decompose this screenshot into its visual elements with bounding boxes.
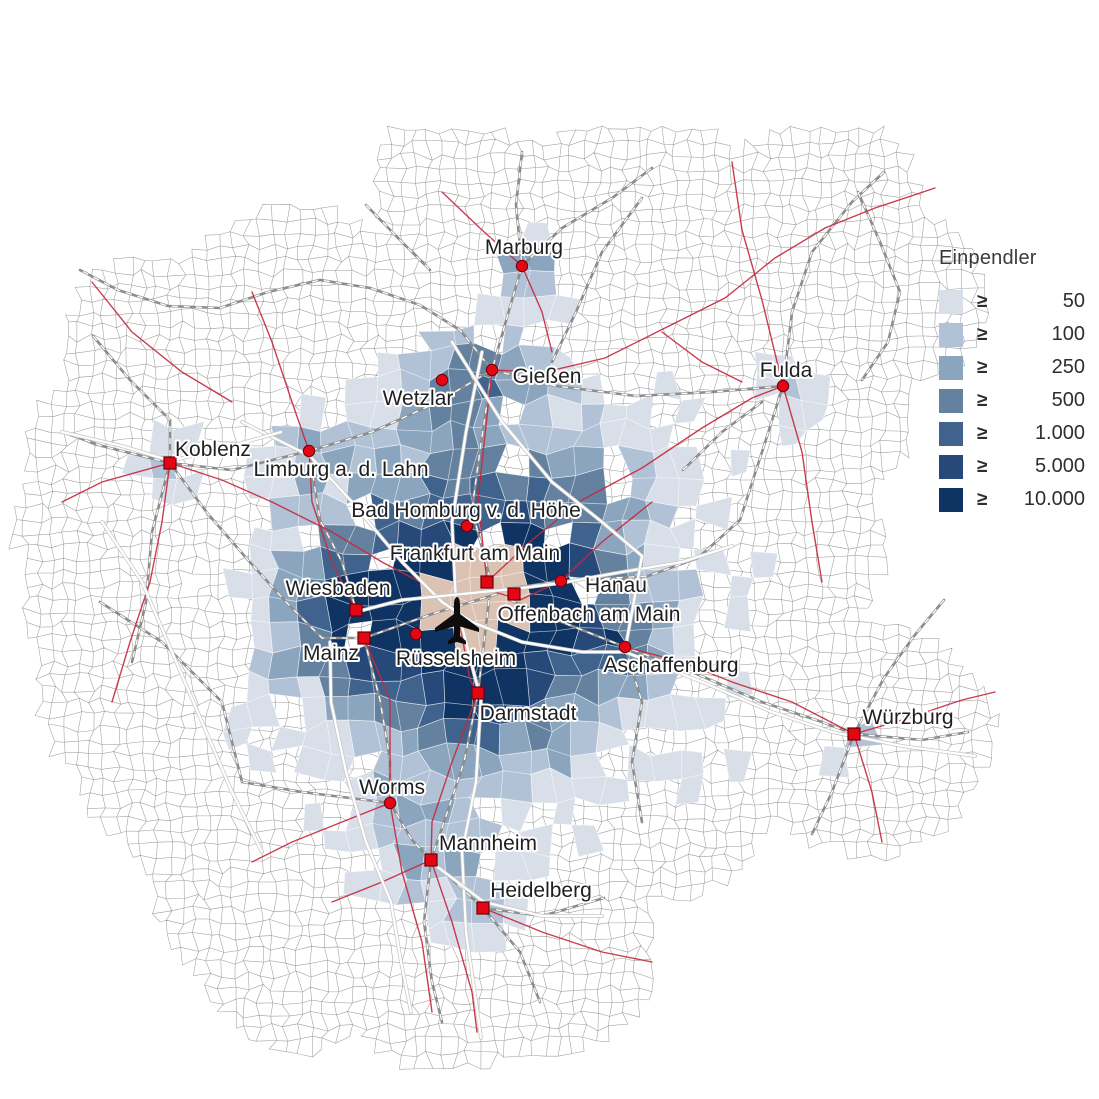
legend-swatch [939,487,963,512]
legend-swatch [939,289,963,314]
city-label-wetzlar: Wetzlar [383,387,454,410]
legend-row-0: ≥50 [939,285,1091,318]
city-label-worms: Worms [359,776,425,799]
gte-symbol: ≥ [977,422,988,444]
gte-symbol: ≥ [977,356,988,378]
city-label-offenbach-am-main: Offenbach am Main [498,603,681,626]
city-marker-aschaffenburg [618,640,632,654]
gte-symbol: ≥ [977,323,988,345]
city-marker-koblenz [163,456,177,470]
city-label-gie-en: Gießen [513,365,582,388]
city-label-mannheim: Mannheim [439,832,537,855]
city-labels: Marburg Gießen Wetzlar Fulda KoblenzLimburg … [173,234,955,904]
city-label-mainz: Mainz [303,642,359,665]
gte-symbol: ≥ [977,488,988,510]
city-marker-darmstadt [471,686,485,700]
city-marker-wiesbaden [349,603,363,617]
city-marker-gie-en [485,363,499,377]
airplane-icon [435,597,479,645]
city-label-w-rzburg: Würzburg [862,706,953,729]
city-label-hanau: Hanau [585,574,647,597]
city-label-wiesbaden: Wiesbaden [285,577,390,600]
city-marker-frankfurt-am-main [480,575,494,589]
legend-row-2: ≥250 [939,351,1091,384]
city-marker-heidelberg [476,901,490,915]
legend-row-6: ≥10.000 [939,483,1091,516]
motorway-lines [60,340,977,1040]
city-label-bad-homburg-v-d-h-he: Bad Homburg v. d. Höhe [351,499,581,522]
city-marker-hanau [554,574,568,588]
city-marker-r-sselsheim [409,627,423,641]
city-label-heidelberg: Heidelberg [490,879,592,902]
legend-value: 10.000 [1023,488,1085,510]
city-markers [163,259,861,915]
legend-swatch [939,322,963,347]
city-marker-w-rzburg [847,727,861,741]
city-marker-bad-homburg-v-d-h-he [460,519,474,533]
railway-lines [60,150,970,1024]
city-label-aschaffenburg: Aschaffenburg [603,654,738,677]
city-marker-worms [383,796,397,810]
gte-symbol: ≥ [977,389,988,411]
city-label-fulda: Fulda [760,359,813,382]
city-marker-mannheim [424,853,438,867]
legend-swatch [939,388,963,413]
legend-rows: ≥50 ≥100 ≥250 ≥500 ≥1.000 ≥5.000 ≥10.000 [939,285,1091,516]
legend-title: Einpendler [939,247,1037,269]
city-label-darmstadt: Darmstadt [480,702,577,725]
legend-row-1: ≥100 [939,318,1091,351]
legend-value: 50 [1062,290,1085,312]
legend-value: 5.000 [1034,455,1085,477]
city-label-marburg: Marburg [485,236,563,259]
city-label-r-sselsheim: Rüsselsheim [396,647,516,670]
legend-swatch [939,454,963,479]
city-marker-mainz [357,631,371,645]
legend-row-4: ≥1.000 [939,417,1091,450]
legend-value: 100 [1051,323,1085,345]
city-marker-offenbach-am-main [507,587,521,601]
city-marker-limburg-a-d-lahn [302,444,316,458]
legend-swatch [939,421,963,446]
city-label-frankfurt-am-main: Frankfurt am Main [390,542,560,565]
legend-panel: Einpendler ≥50 ≥100 ≥250 ≥500 ≥1.000 ≥5.000 ≥1… [939,247,1091,516]
legend-value: 250 [1051,356,1085,378]
legend-row-3: ≥500 [939,384,1091,417]
legend-value: 500 [1051,389,1085,411]
legend-value: 1.000 [1034,422,1085,444]
legend-row-5: ≥5.000 [939,450,1091,483]
city-label-koblenz: Koblenz [175,438,251,461]
gte-symbol: ≥ [977,290,988,312]
city-marker-wetzlar [435,373,449,387]
city-marker-marburg [515,259,529,273]
city-marker-fulda [776,379,790,393]
legend-swatch [939,355,963,380]
gte-symbol: ≥ [977,455,988,477]
city-label-limburg-a-d-lahn: Limburg a. d. Lahn [253,458,428,481]
